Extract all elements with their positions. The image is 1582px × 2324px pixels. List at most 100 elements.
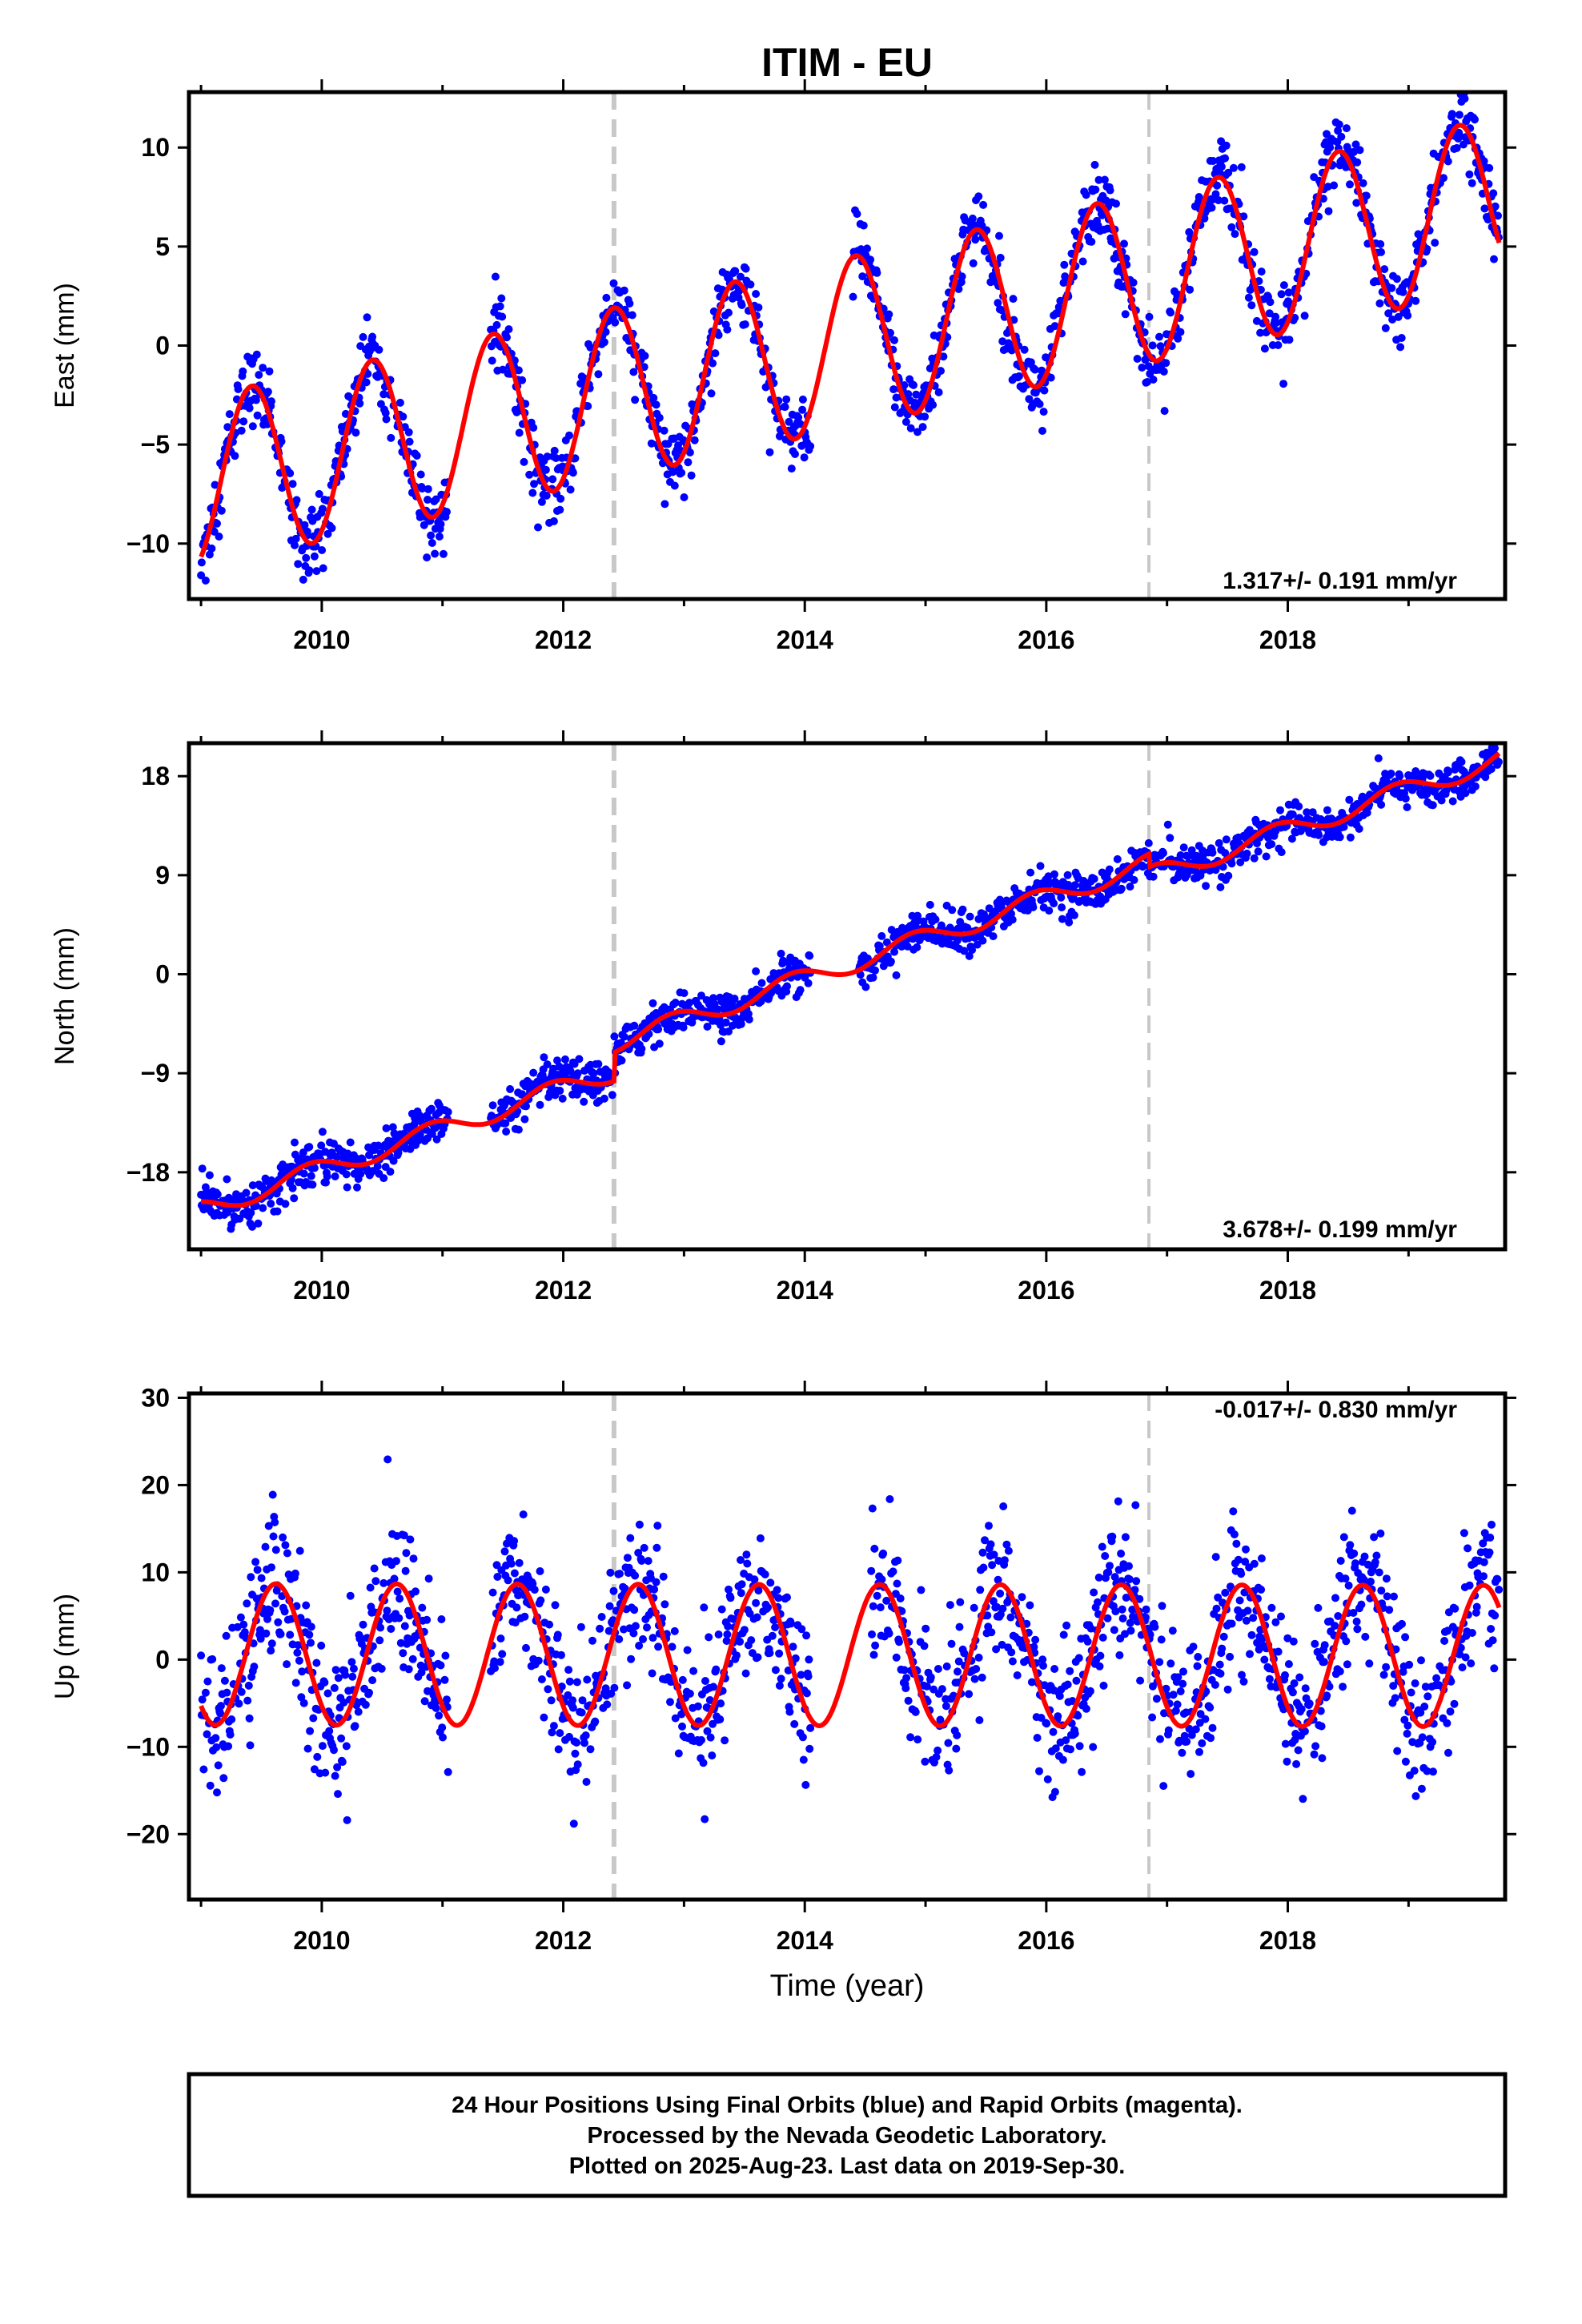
data-point <box>1035 1767 1043 1775</box>
data-point <box>262 1629 271 1638</box>
data-point <box>247 1208 255 1217</box>
data-point <box>1421 1683 1430 1691</box>
footer-box <box>187 2072 1508 2198</box>
data-point <box>1062 1736 1070 1745</box>
data-point <box>1277 1612 1285 1621</box>
data-point <box>1164 1726 1173 1735</box>
data-point <box>211 480 219 489</box>
data-point <box>1337 132 1346 141</box>
data-point <box>566 485 575 494</box>
data-point <box>631 396 640 404</box>
data-point <box>970 1675 979 1683</box>
data-point <box>1372 1551 1381 1560</box>
data-point <box>541 465 550 474</box>
data-point <box>1319 1658 1328 1667</box>
y-tick-label: −20 <box>126 1819 170 1848</box>
data-point <box>1207 203 1216 212</box>
data-point <box>1090 875 1098 883</box>
data-point <box>223 423 232 432</box>
data-point <box>777 949 785 958</box>
data-point <box>1149 872 1158 881</box>
data-point <box>1260 344 1269 353</box>
data-point <box>799 1755 808 1764</box>
data-point <box>488 1101 497 1110</box>
data-point <box>276 1630 285 1638</box>
data-point <box>1260 1655 1269 1664</box>
data-point <box>798 405 807 414</box>
data-point <box>932 1753 941 1761</box>
data-point <box>1401 1757 1410 1766</box>
data-point <box>1056 296 1065 305</box>
data-point <box>737 1556 745 1564</box>
data-point <box>938 1685 946 1694</box>
data-point <box>291 541 299 549</box>
data-point <box>1297 1705 1306 1714</box>
data-point <box>543 1060 552 1069</box>
data-point <box>1444 1748 1452 1757</box>
y-axis-label: East (mm) <box>50 283 80 408</box>
data-point <box>640 352 649 360</box>
data-point <box>871 966 879 975</box>
data-point <box>556 505 564 514</box>
data-point <box>631 1622 640 1630</box>
data-point <box>761 1570 769 1578</box>
y-axis-label: Up (mm) <box>50 1594 80 1699</box>
data-point <box>866 255 875 264</box>
data-point <box>946 1601 954 1610</box>
data-point <box>226 1731 235 1739</box>
data-point <box>985 1522 993 1530</box>
data-point <box>1215 1660 1224 1669</box>
y-tick-label: 30 <box>141 1383 170 1412</box>
data-point <box>1450 1699 1459 1708</box>
data-point <box>261 1542 270 1551</box>
data-point <box>553 1056 561 1065</box>
data-point <box>1160 1709 1168 1718</box>
data-point <box>678 1722 686 1731</box>
data-point <box>1464 1544 1472 1553</box>
data-point <box>737 1580 746 1589</box>
data-point <box>212 1743 221 1751</box>
data-point <box>958 905 967 914</box>
data-point <box>1365 1659 1374 1668</box>
data-point <box>783 982 791 991</box>
data-point <box>1395 772 1404 781</box>
data-point <box>791 1654 800 1663</box>
data-point <box>616 1570 624 1578</box>
data-point <box>1376 239 1385 248</box>
data-point <box>547 1696 556 1705</box>
data-point <box>444 1108 452 1116</box>
data-points <box>197 77 1503 585</box>
data-point <box>1463 77 1471 85</box>
data-point <box>756 1534 765 1542</box>
y-tick-label: −10 <box>126 529 170 558</box>
data-point <box>323 1172 331 1180</box>
data-point <box>913 1735 922 1744</box>
data-point <box>1468 1629 1476 1637</box>
data-point <box>922 1682 931 1691</box>
data-point <box>1485 163 1494 172</box>
data-point <box>806 442 815 451</box>
data-point <box>1241 1558 1250 1566</box>
data-point <box>1031 1635 1040 1644</box>
data-point <box>1393 1747 1402 1755</box>
data-point <box>1335 833 1344 842</box>
data-point <box>298 1667 307 1676</box>
data-point <box>703 1727 712 1735</box>
data-point <box>1221 1588 1230 1597</box>
data-point <box>1420 1703 1429 1711</box>
data-point <box>752 967 761 975</box>
data-point <box>1128 1606 1137 1614</box>
data-point <box>245 404 254 412</box>
data-point <box>1218 1644 1227 1653</box>
data-point <box>396 1594 404 1603</box>
data-point <box>701 1677 709 1685</box>
data-point <box>1094 1598 1102 1606</box>
data-point <box>986 1540 995 1549</box>
data-point <box>1491 1611 1500 1620</box>
data-point <box>333 1763 342 1771</box>
data-point <box>1042 1719 1051 1728</box>
data-point <box>753 1653 762 1662</box>
data-point <box>520 457 528 466</box>
data-point <box>1121 1630 1129 1638</box>
